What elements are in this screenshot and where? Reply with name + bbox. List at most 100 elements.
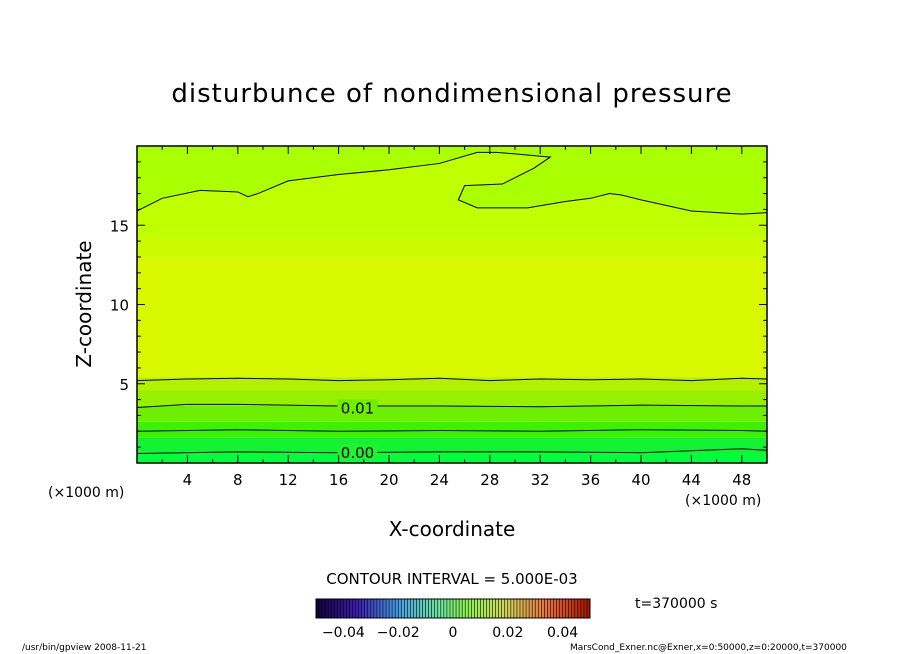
colorbar-swatch xyxy=(443,599,447,618)
x-tick-label: 40 xyxy=(631,471,650,489)
colorbar-swatch xyxy=(382,599,387,618)
contour-line-2 xyxy=(136,403,767,409)
colorbar-swatch xyxy=(504,599,508,618)
colorbar-swatch xyxy=(489,599,493,618)
colorbar-swatch xyxy=(507,599,511,618)
x-tick-label: 36 xyxy=(581,471,600,489)
band-2 xyxy=(137,421,767,438)
colorbar-swatch xyxy=(401,599,405,618)
colorbar-swatch xyxy=(583,599,587,618)
colorbar-swatch xyxy=(340,599,344,618)
colorbar-swatch xyxy=(495,599,499,618)
colorbar-swatch xyxy=(352,599,356,618)
shaded-bands xyxy=(137,146,767,463)
colorbar-tick-labels: −0.04 −0.02 0 0.02 0.04 xyxy=(322,625,578,641)
band-6 xyxy=(137,256,767,378)
upper-region xyxy=(137,146,767,215)
colorbar-swatch xyxy=(404,599,408,618)
colorbar-swatch xyxy=(526,599,530,618)
colorbar-swatch xyxy=(428,599,432,618)
colorbar-swatch xyxy=(355,599,359,618)
colorbar-swatch xyxy=(462,599,466,618)
band-5 xyxy=(137,377,767,391)
colorbar-swatch xyxy=(559,599,563,618)
colorbar-swatch xyxy=(449,599,453,618)
x-tick-label: 32 xyxy=(531,471,550,489)
colorbar-swatch xyxy=(422,599,426,618)
x-tick-label: 8 xyxy=(233,471,243,489)
colorbar-swatch xyxy=(568,599,572,618)
colorbar-swatch xyxy=(349,599,353,618)
colorbar-swatch xyxy=(325,599,329,618)
contour-label-bg-1 xyxy=(337,443,378,460)
colorbar-swatch xyxy=(550,599,554,618)
colorbar-swatch xyxy=(471,599,475,618)
colorbar-swatch xyxy=(419,599,423,618)
colorbar-swatch xyxy=(331,599,335,618)
colorbar-swatch xyxy=(498,599,502,618)
colorbar-swatch xyxy=(410,599,414,618)
colorbar-swatch xyxy=(398,599,402,618)
colorbar-swatch xyxy=(580,599,584,618)
x-tick-label: 4 xyxy=(183,471,193,489)
colorbar-swatch xyxy=(446,599,450,618)
colorbar-swatch xyxy=(586,599,590,618)
footer-left: /usr/bin/gpview 2008-11-21 xyxy=(22,643,146,653)
contour-label-1: 0.00 xyxy=(341,444,374,462)
colorbar-frame xyxy=(315,598,591,619)
colorbar-swatch xyxy=(577,599,581,618)
colorbar-tick-label: 0 xyxy=(449,625,458,641)
x-unit-right: (×1000 m) xyxy=(685,493,761,509)
contour-line-3 xyxy=(136,377,768,382)
colorbar-swatch xyxy=(386,599,390,618)
x-axis-label: X-coordinate xyxy=(389,517,516,541)
colorbar-swatch xyxy=(413,599,417,618)
colorbar-swatch xyxy=(523,599,527,618)
colorbar-swatch xyxy=(358,599,362,618)
colorbar-swatch xyxy=(437,599,441,618)
y-tick-label: 5 xyxy=(119,376,129,394)
colorbar-swatch xyxy=(465,599,469,618)
colorbar-swatch xyxy=(456,599,460,618)
x-ticks: 4 8 12 16 20 24 28 32 36 40 44 48 xyxy=(136,146,768,489)
colorbar-swatch xyxy=(529,599,533,618)
colorbar-swatch xyxy=(389,599,393,618)
x-tick-label: 44 xyxy=(682,471,701,489)
colorbar-swatch xyxy=(538,599,542,618)
colorbar-swatch xyxy=(492,599,496,618)
colorbar-tick-label: 0.04 xyxy=(547,625,578,641)
colorbar-swatch xyxy=(532,599,536,618)
time-text: t=370000 s xyxy=(635,596,717,612)
colorbar-swatch xyxy=(334,599,338,618)
colorbar-swatch xyxy=(574,599,578,618)
x-tick-label: 28 xyxy=(480,471,499,489)
x-unit-left: (×1000 m) xyxy=(48,485,124,501)
colorbar-swatch xyxy=(501,599,505,618)
colorbar-swatch xyxy=(376,599,380,618)
contour-line-0 xyxy=(136,448,768,454)
colorbar-swatch xyxy=(367,599,371,618)
band-1 xyxy=(137,437,767,454)
colorbar-swatch xyxy=(519,599,524,618)
colorbar-swatch xyxy=(453,599,457,618)
y-ticks: 5 10 15 xyxy=(110,145,767,464)
x-tick-label: 24 xyxy=(430,471,449,489)
x-tick-label: 48 xyxy=(732,471,751,489)
band-0 xyxy=(137,453,767,463)
colorbar-swatch xyxy=(370,599,374,618)
colorbar-swatch xyxy=(459,599,463,618)
contour-lines xyxy=(136,151,768,454)
colorbar-swatch xyxy=(322,599,326,618)
colorbar-swatch xyxy=(565,599,569,618)
colorbar-swatch xyxy=(562,599,566,618)
colorbar-swatch xyxy=(343,599,347,618)
chart-title: disturbunce of nondimensional pressure xyxy=(171,79,732,109)
colorbar-swatch xyxy=(379,599,383,618)
colorbar-swatch xyxy=(516,599,520,618)
x-tick-label: 20 xyxy=(379,471,398,489)
contour-label-0: 0.01 xyxy=(341,400,374,418)
colorbar-swatch xyxy=(553,599,557,618)
colorbar-swatch xyxy=(361,599,365,618)
colorbar-swatch xyxy=(373,599,377,618)
